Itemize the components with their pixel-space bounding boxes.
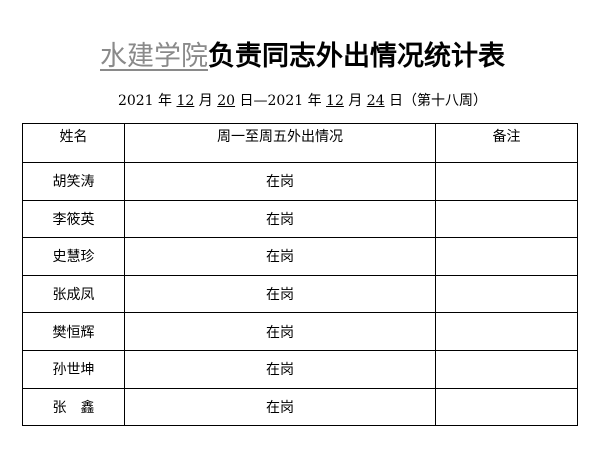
date-range: 2021 年 12 月 20 日—2021 年 12 月 24 日（第十八周） (0, 90, 605, 110)
cell-name: 樊恒辉 (22, 312, 125, 351)
title-text: 负责同志外出情况统计表 (208, 41, 505, 72)
start-month: 12 (176, 93, 195, 109)
text: 年 (303, 93, 327, 109)
cell-note (435, 312, 578, 351)
cell-note (435, 349, 578, 389)
cell-name: 张成凤 (22, 274, 125, 314)
attendance-table: 姓名 周一至周五外出情况 备注 胡笑涛 在岗 李筱英 在岗 史慧珍 在岗 张成凤 在岗 樊恒辉在… (22, 123, 578, 427)
cell-name: 史慧珍 (22, 237, 125, 276)
text: 月 (194, 93, 218, 109)
cell-note (435, 199, 578, 239)
cell-note (435, 274, 578, 314)
cell-status: 在岗 (124, 237, 436, 276)
cell-name: 李筱英 (22, 199, 125, 239)
end-month: 12 (326, 93, 344, 109)
table-row: 史慧珍 在岗 (22, 237, 578, 276)
page-title: 水建学院负责同志外出情况统计表 (0, 34, 605, 73)
cell-status: 在岗 (124, 199, 436, 239)
table-row: 李筱英 在岗 (22, 199, 578, 239)
cell-note (435, 237, 578, 276)
cell-status: 在岗 (124, 162, 436, 201)
cell-status: 在岗 (124, 349, 436, 389)
table-row: 胡笑涛 在岗 (22, 162, 578, 201)
header-name: 姓名 (22, 123, 125, 163)
table-row: 孙世坤 在岗 (22, 349, 578, 389)
text: 日— (235, 93, 268, 109)
cell-name: 张 鑫 (22, 387, 125, 427)
text: 日（第十八周） (384, 93, 488, 109)
table-row: 张 鑫在岗 (22, 387, 578, 427)
table-header: 姓名 周一至周五外出情况 备注 (22, 123, 578, 163)
cell-status: 在岗 (124, 387, 436, 427)
cell-status: 在岗 (124, 312, 436, 351)
text: 年 (153, 93, 177, 109)
text: 月 (343, 93, 367, 109)
cell-note (435, 387, 578, 427)
table-row: 张成凤 在岗 (22, 274, 578, 314)
end-day: 24 (366, 93, 385, 109)
end-year: 2021 (267, 93, 304, 109)
header-note: 备注 (435, 123, 578, 163)
cell-name: 孙世坤 (22, 349, 125, 389)
start-year: 2021 (117, 93, 154, 109)
table-row: 樊恒辉 在岗 (22, 312, 578, 351)
header-status: 周一至周五外出情况 (124, 123, 436, 163)
cell-status: 在岗 (124, 274, 436, 314)
org-name: 水建学院 (100, 41, 208, 72)
cell-note (435, 162, 578, 201)
start-day: 20 (217, 93, 236, 109)
cell-name: 胡笑涛 (22, 162, 125, 201)
